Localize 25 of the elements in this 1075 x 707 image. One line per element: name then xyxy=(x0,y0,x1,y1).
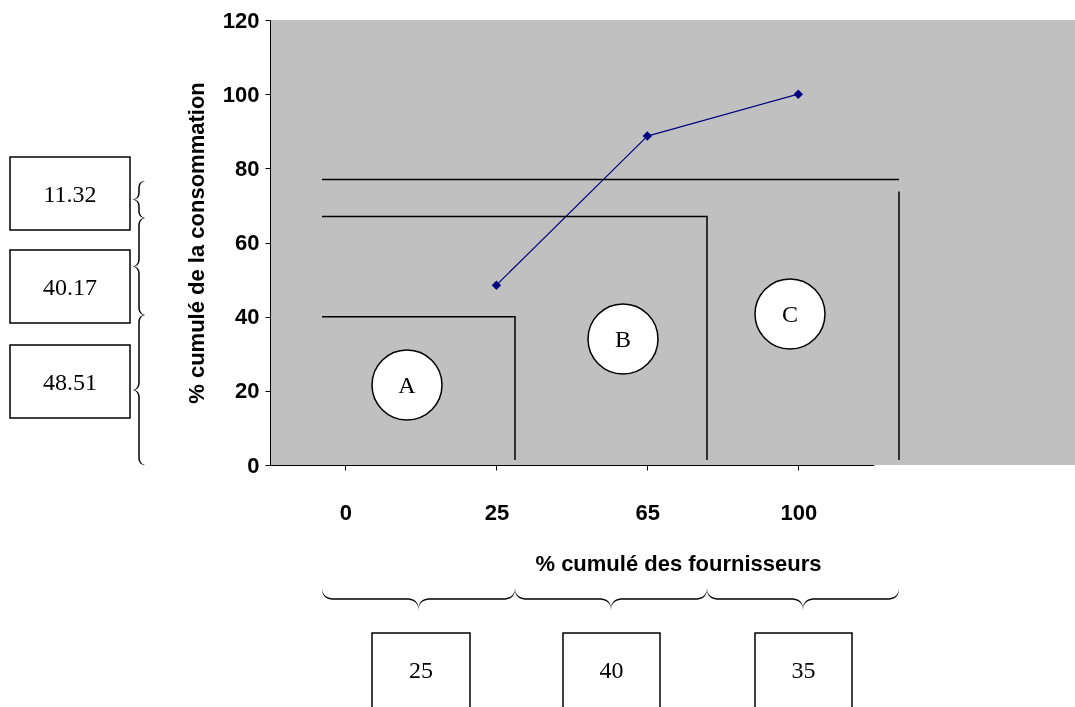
y-tick-label: 120 xyxy=(222,7,260,33)
x-tick-label: 0 xyxy=(339,499,353,525)
annotation: B xyxy=(614,326,632,352)
y-tick-label: 40 xyxy=(235,304,260,330)
y-tick-label: 0 xyxy=(247,452,260,478)
point xyxy=(491,280,502,290)
x-axis-title: % cumulé des fournisseurs xyxy=(535,550,822,576)
y-tick-label: 60 xyxy=(235,230,260,255)
annotation: C xyxy=(781,301,799,327)
text: 40.17 xyxy=(43,273,97,300)
x-tick-label: 65 xyxy=(635,499,661,525)
x-tick-label: 100 xyxy=(780,499,818,525)
y-axis-title: % cumulé de la consommation xyxy=(183,82,209,404)
text: 11.32 xyxy=(43,180,97,207)
point xyxy=(642,131,653,141)
annotation: A xyxy=(398,372,417,398)
text: 35 xyxy=(791,657,816,683)
text: 48.51 xyxy=(43,368,97,395)
y-tick-label: 100 xyxy=(222,81,260,107)
x-tick-label: 25 xyxy=(484,499,510,525)
text: 25 xyxy=(409,657,433,683)
y-tick-label: 20 xyxy=(235,378,260,404)
text: 40 xyxy=(599,657,624,683)
y-tick-label: 80 xyxy=(235,155,260,181)
point xyxy=(793,89,804,99)
